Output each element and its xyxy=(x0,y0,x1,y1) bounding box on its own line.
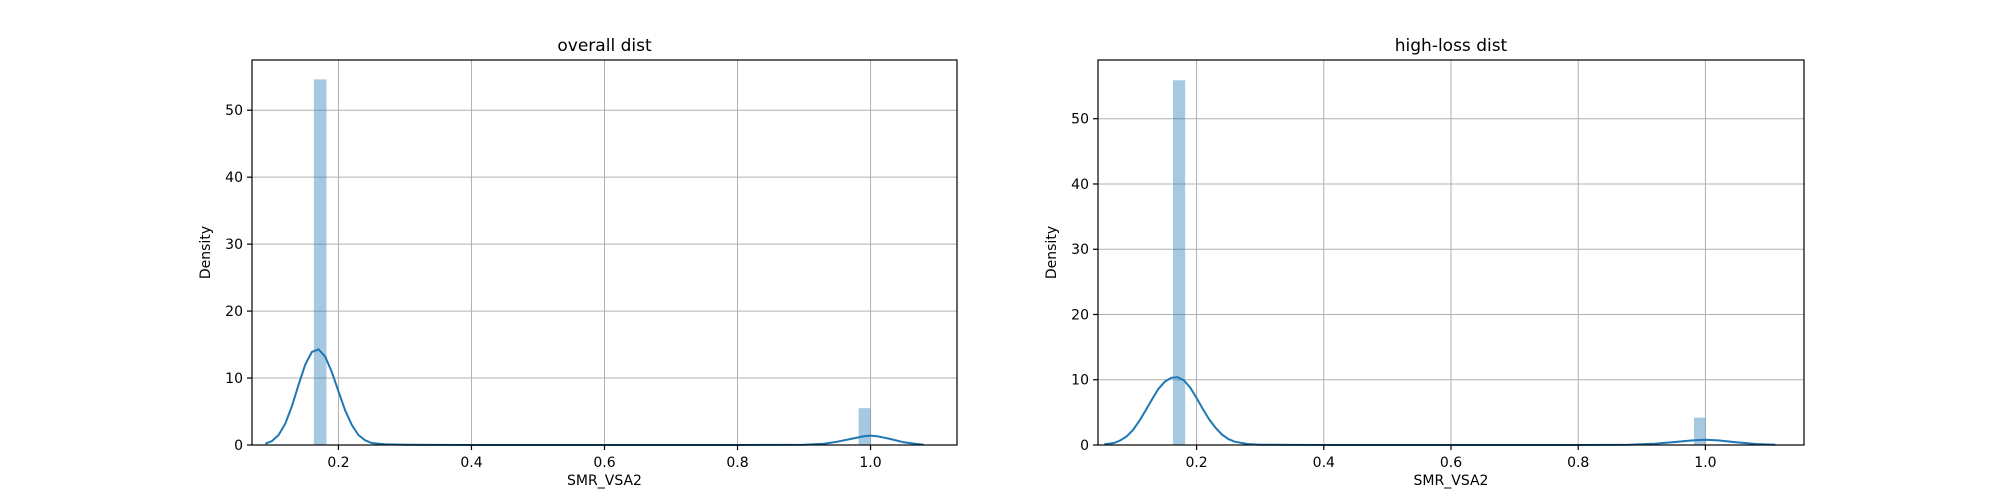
y-tick-label: 50 xyxy=(225,103,243,119)
x-tick-label: 0.2 xyxy=(1185,455,1207,471)
kde-curve xyxy=(1104,376,1776,446)
y-tick-label: 10 xyxy=(1071,373,1089,389)
axis-ticks: 0.2 0.4 0.6 0.8 1.0 0 10 20 30 40 50 xyxy=(225,103,881,471)
chart-title: overall dist xyxy=(557,36,652,56)
y-tick-label: 40 xyxy=(1071,177,1089,193)
y-axis-label: Density xyxy=(198,226,214,279)
y-tick-label: 0 xyxy=(1080,438,1089,454)
histogram-bar xyxy=(858,408,871,445)
x-tick-label: 0.8 xyxy=(1567,455,1589,471)
x-tick-label: 1.0 xyxy=(1694,455,1716,471)
x-tick-label: 0.4 xyxy=(460,455,482,471)
x-tick-label: 0.6 xyxy=(1440,455,1462,471)
x-tick-label: 0.6 xyxy=(593,455,615,471)
y-tick-label: 50 xyxy=(1071,112,1089,128)
x-tick-label: 0.2 xyxy=(327,455,349,471)
histogram-bar xyxy=(1173,80,1186,445)
chart-title: high-loss dist xyxy=(1395,36,1508,56)
y-tick-label: 40 xyxy=(225,170,243,186)
histogram-bar xyxy=(1693,417,1706,445)
histogram-bars xyxy=(1173,80,1706,445)
y-tick-label: 10 xyxy=(225,371,243,387)
y-tick-label: 30 xyxy=(1071,242,1089,258)
x-axis-label: SMR_VSA2 xyxy=(1414,473,1489,489)
axis-ticks: 0.2 0.4 0.6 0.8 1.0 0 10 20 30 40 50 xyxy=(1071,112,1716,471)
y-tick-label: 30 xyxy=(225,237,243,253)
y-axis-label: Density xyxy=(1044,226,1060,279)
high-loss-dist-panel: 0.2 0.4 0.6 0.8 1.0 0 10 20 30 40 50 high-loss dis… xyxy=(1044,36,1805,489)
x-tick-label: 0.4 xyxy=(1313,455,1335,471)
kde-curve xyxy=(264,348,924,446)
x-axis-label: SMR_VSA2 xyxy=(567,473,642,489)
x-tick-label: 1.0 xyxy=(859,455,881,471)
x-tick-label: 0.8 xyxy=(726,455,748,471)
y-tick-label: 0 xyxy=(234,438,243,454)
y-tick-label: 20 xyxy=(1071,307,1089,323)
histogram-bar xyxy=(313,79,327,445)
y-tick-label: 20 xyxy=(225,304,243,320)
grid-lines xyxy=(252,60,957,446)
